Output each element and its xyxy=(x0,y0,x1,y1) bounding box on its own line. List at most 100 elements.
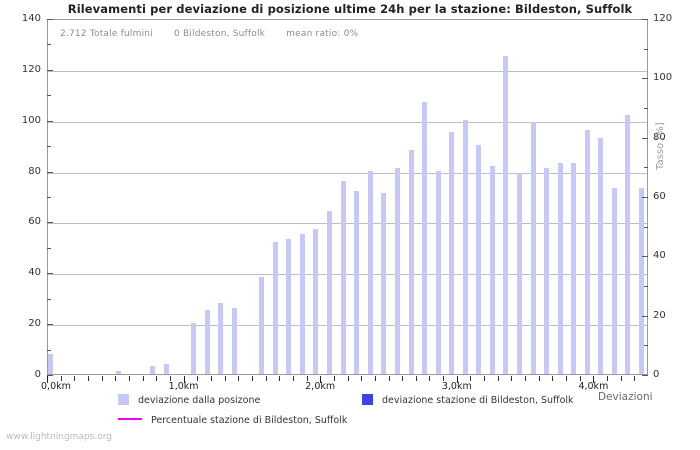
x-tick-major xyxy=(457,376,458,383)
bar xyxy=(395,168,400,374)
x-tick-minor xyxy=(225,376,226,381)
y-axis-right-label: 20 xyxy=(653,309,666,321)
y-tick-minor-right xyxy=(644,226,648,228)
x-tick-minor xyxy=(307,376,308,381)
y-axis-left-label: 0 xyxy=(34,369,41,380)
x-tick-minor xyxy=(511,376,512,381)
legend-label-station-deviation: deviazione stazione di Bildeston, Suffol… xyxy=(382,395,574,406)
watermark: www.lightningmaps.org xyxy=(6,432,112,442)
bar xyxy=(422,101,427,374)
x-tick-major xyxy=(593,376,594,383)
legend-item-station-percentage[interactable]: Percentuale stazione di Bildeston, Suffo… xyxy=(118,415,347,426)
y-axis-left-label: 20 xyxy=(28,318,41,330)
y-tick-major xyxy=(47,69,53,71)
x-tick-minor xyxy=(621,376,622,381)
y-axis-left-label: 80 xyxy=(28,165,41,177)
y-tick-major-right xyxy=(642,256,648,258)
y-tick-major xyxy=(47,120,53,122)
x-tick-minor xyxy=(129,376,130,381)
subtitle-station: 0 Bildeston, Suffolk xyxy=(173,29,266,39)
x-axis-label: 2,0km xyxy=(305,381,336,392)
y-axis-right-label: 0 xyxy=(653,369,660,380)
bar xyxy=(476,145,481,374)
bar xyxy=(300,234,305,374)
bar xyxy=(354,190,359,374)
x-tick-minor xyxy=(525,376,526,381)
x-tick-minor xyxy=(539,376,540,381)
bar-series xyxy=(48,20,647,374)
gridline xyxy=(48,172,647,174)
subtitle-mean-ratio: mean ratio: 0% xyxy=(286,29,359,39)
bar xyxy=(205,310,210,374)
y-tick-minor-right xyxy=(644,167,648,169)
y-tick-major xyxy=(47,324,53,326)
x-axis-title: Deviazioni xyxy=(598,391,653,403)
bar xyxy=(585,129,590,374)
y-axis-left-label: 40 xyxy=(28,267,41,279)
x-tick-major xyxy=(184,376,185,383)
y-tick-minor-right xyxy=(644,345,648,347)
x-tick-minor xyxy=(348,376,349,381)
x-tick-minor xyxy=(293,376,294,381)
legend-item-deviation[interactable]: deviazione dalla posizone xyxy=(118,394,260,406)
y-tick-minor-right xyxy=(644,108,648,109)
y-tick-major-right xyxy=(642,315,648,317)
y-tick-minor xyxy=(47,95,51,97)
bar xyxy=(232,307,237,374)
bar xyxy=(218,302,223,374)
gridline xyxy=(48,121,647,123)
subtitle-total: 2.712 Totale fulmini xyxy=(60,29,153,39)
x-axis-label: 4,0km xyxy=(578,381,609,392)
x-tick-minor xyxy=(266,376,267,381)
chart-subtitle: 2.712 Totale fulmini 0 Bildeston, Suffol… xyxy=(60,29,376,39)
y-tick-minor-right xyxy=(644,286,648,287)
x-tick-minor xyxy=(252,376,253,381)
bar xyxy=(639,188,644,374)
bar xyxy=(625,114,630,374)
y-tick-minor xyxy=(47,44,51,46)
bar xyxy=(490,165,495,374)
y-axis-left-label: 140 xyxy=(21,13,41,24)
bar xyxy=(273,241,278,374)
x-tick-minor xyxy=(102,376,103,381)
legend-item-station-deviation[interactable]: deviazione stazione di Bildeston, Suffol… xyxy=(362,394,574,406)
y-axis-right-label: 40 xyxy=(653,250,666,262)
bar xyxy=(341,180,346,374)
bar xyxy=(463,119,468,374)
bar xyxy=(598,137,603,374)
bar xyxy=(286,239,291,374)
y-axis-right-title: Tasso [%] xyxy=(655,122,666,170)
x-tick-minor xyxy=(429,376,430,381)
x-tick-minor xyxy=(279,376,280,381)
x-tick-minor xyxy=(580,376,581,381)
x-tick-minor xyxy=(634,376,635,381)
y-axis-left-label: 100 xyxy=(21,114,41,126)
x-tick-minor xyxy=(470,376,471,381)
bar xyxy=(116,371,121,374)
y-tick-major-right xyxy=(642,375,648,376)
x-tick-minor xyxy=(88,376,89,381)
x-tick-minor xyxy=(238,376,239,381)
bar xyxy=(558,162,563,374)
bar xyxy=(571,162,576,374)
x-axis-label: 3,0km xyxy=(441,381,472,392)
gridline xyxy=(48,223,647,225)
x-axis-label: 1,0km xyxy=(168,381,199,392)
bar xyxy=(150,366,155,374)
x-tick-minor xyxy=(566,376,567,381)
gridline xyxy=(48,325,647,327)
x-tick-minor xyxy=(361,376,362,381)
bar xyxy=(327,211,332,374)
x-tick-minor xyxy=(156,376,157,381)
x-tick-minor xyxy=(402,376,403,381)
x-tick-minor xyxy=(197,376,198,381)
x-tick-minor xyxy=(389,376,390,381)
x-tick-major xyxy=(47,376,48,383)
legend-line-station-percentage xyxy=(118,418,142,420)
y-axis-left-label: 120 xyxy=(21,63,41,75)
x-tick-minor xyxy=(552,376,553,381)
y-tick-major xyxy=(47,19,53,20)
chart-legend: deviazione dalla posizone deviazione sta… xyxy=(0,392,700,432)
y-tick-major xyxy=(47,273,53,275)
